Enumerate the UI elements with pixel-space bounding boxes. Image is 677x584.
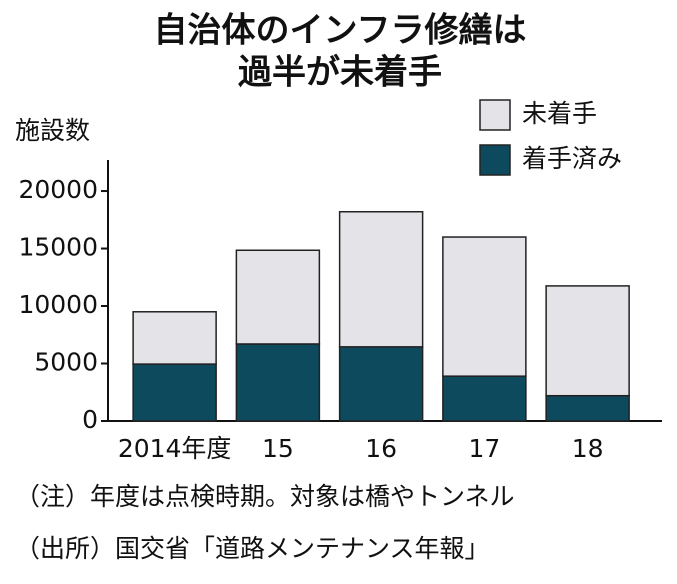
bar-segment — [338, 210, 424, 348]
note: （注）年度は点検時期。対象は橋やトンネル — [15, 482, 515, 511]
legend-label: 未着手 — [522, 99, 597, 128]
legend-swatch — [479, 144, 511, 176]
y-axis-label: 施設数 — [15, 116, 90, 145]
y-tick-label: 20000 — [18, 175, 98, 204]
bar-segment — [338, 346, 424, 422]
x-tick-label: 17 — [468, 434, 500, 463]
bar-segment — [132, 363, 217, 422]
bar-segment — [235, 249, 321, 345]
chart-title: 自治体のインフラ修繕は — [154, 11, 527, 51]
x-tick-label: 16 — [365, 434, 397, 463]
x-tick-label: 2014年度 — [118, 434, 232, 463]
y-tick-label: 15000 — [18, 233, 98, 262]
chart-title: 過半が未着手 — [238, 53, 442, 93]
legend-swatch — [479, 99, 511, 131]
bar-segment — [442, 375, 527, 422]
legend-label: 着手済み — [522, 144, 622, 173]
bar-segment — [545, 394, 630, 422]
x-tick-label: 18 — [572, 434, 604, 463]
y-tick-label: 0 — [82, 405, 98, 434]
bar-segment — [545, 285, 630, 397]
y-tick-label: 5000 — [34, 348, 98, 377]
bar-segment — [132, 311, 217, 365]
bar-segment — [235, 343, 321, 422]
x-tick-label: 15 — [262, 434, 294, 463]
note: （出所）国交省「道路メンテナンス年報」 — [15, 534, 490, 563]
bar-segment — [442, 236, 527, 377]
y-tick-label: 10000 — [18, 290, 98, 319]
